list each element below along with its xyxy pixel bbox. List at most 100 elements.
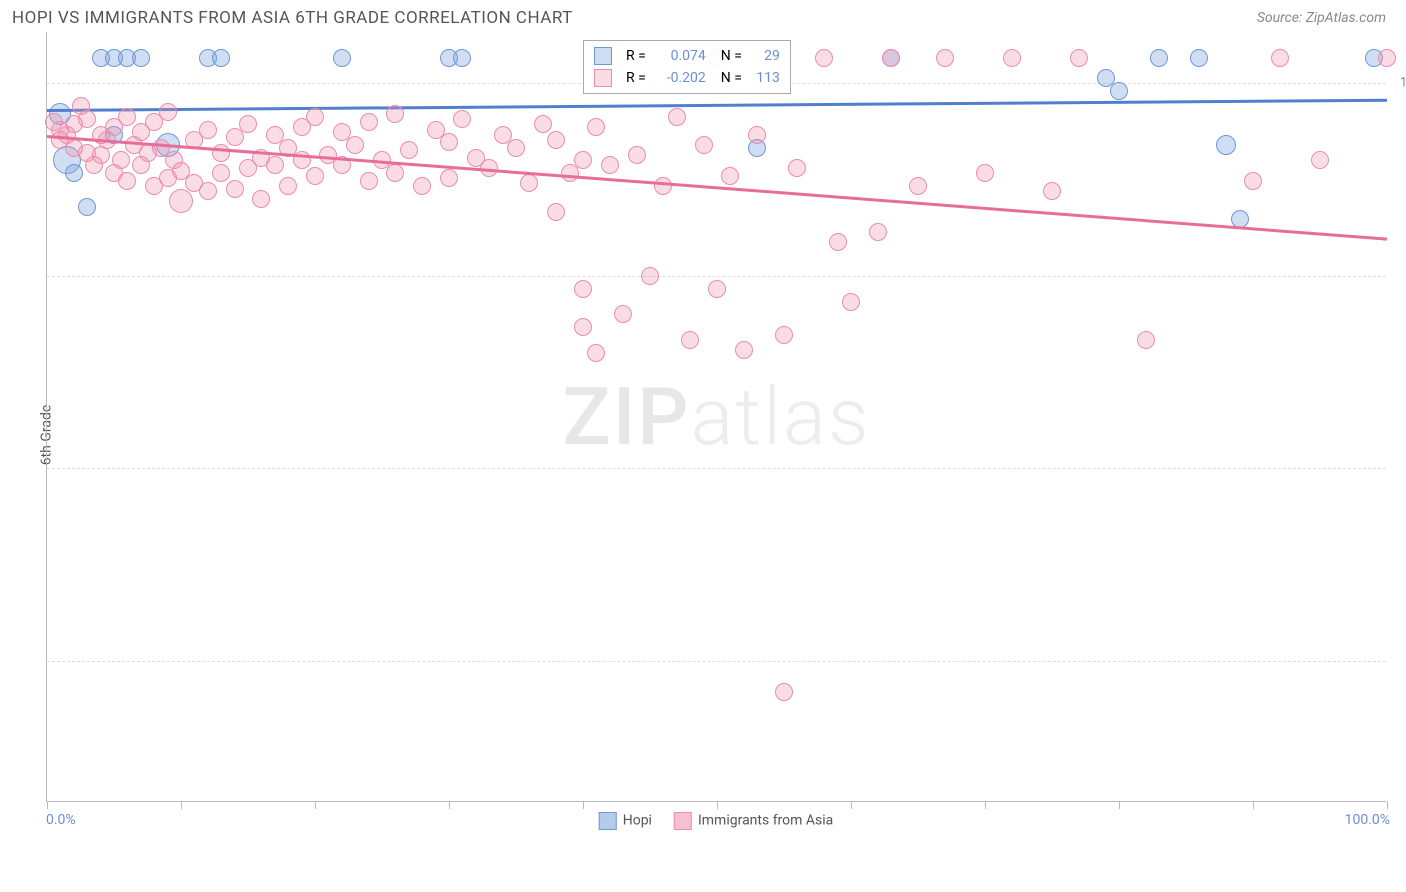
data-point: [78, 198, 96, 216]
data-point: [159, 103, 177, 121]
data-point: [252, 190, 270, 208]
data-point: [574, 151, 592, 169]
data-point: [333, 49, 351, 67]
data-point: [842, 293, 860, 311]
data-point: [587, 118, 605, 136]
x-tick-mark: [717, 801, 718, 809]
data-point: [601, 156, 619, 174]
data-point: [1070, 49, 1088, 67]
data-point: [976, 164, 994, 182]
correlation-legend: R =0.074 N =29R =-0.202 N =113: [583, 40, 791, 94]
data-point: [65, 164, 83, 182]
data-point: [1137, 331, 1155, 349]
n-value: 29: [750, 48, 780, 64]
y-tick-label: 100.0%: [1400, 76, 1406, 91]
data-point: [1216, 135, 1236, 155]
data-point: [775, 326, 793, 344]
data-point: [453, 110, 471, 128]
data-point: [507, 139, 525, 157]
data-point: [440, 133, 458, 151]
data-point: [936, 49, 954, 67]
data-point: [628, 146, 646, 164]
data-point: [654, 177, 672, 195]
r-label: R =: [626, 48, 646, 64]
data-point: [118, 108, 136, 126]
data-point: [112, 151, 130, 169]
data-point: [681, 331, 699, 349]
data-point: [212, 144, 230, 162]
data-point: [239, 115, 257, 133]
source-credit: Source: ZipAtlas.com: [1257, 10, 1386, 26]
data-point: [1378, 49, 1396, 67]
legend-item: Immigrants from Asia: [674, 812, 833, 830]
legend-swatch: [594, 47, 612, 65]
data-point: [668, 108, 686, 126]
data-point: [386, 164, 404, 182]
data-point: [869, 223, 887, 241]
legend-label: Hopi: [623, 813, 652, 829]
data-point: [534, 115, 552, 133]
data-point: [587, 344, 605, 362]
data-point: [132, 49, 150, 67]
data-point: [708, 280, 726, 298]
x-tick-mark: [851, 801, 852, 809]
gridline-h: [47, 661, 1386, 662]
gridline-h: [47, 276, 1386, 277]
data-point: [815, 49, 833, 67]
data-point: [118, 172, 136, 190]
data-point: [169, 189, 193, 213]
data-point: [212, 164, 230, 182]
legend-item: Hopi: [599, 812, 652, 830]
data-point: [226, 180, 244, 198]
data-point: [440, 169, 458, 187]
r-label: R =: [626, 70, 646, 86]
x-tick-mark: [181, 801, 182, 809]
data-point: [1311, 151, 1329, 169]
legend-swatch: [594, 69, 612, 87]
data-point: [574, 318, 592, 336]
data-point: [360, 113, 378, 131]
x-axis-min-label: 0.0%: [46, 812, 76, 828]
data-point: [695, 136, 713, 154]
data-point: [279, 177, 297, 195]
data-point: [882, 49, 900, 67]
legend-label: Immigrants from Asia: [698, 813, 833, 829]
x-tick-mark: [583, 801, 584, 809]
data-point: [453, 49, 471, 67]
legend-swatch: [599, 812, 617, 830]
data-point: [547, 131, 565, 149]
x-axis-max-label: 100.0%: [1345, 812, 1390, 828]
data-point: [829, 233, 847, 251]
series-legend: Hopi Immigrants from Asia: [599, 812, 834, 830]
data-point: [199, 121, 217, 139]
x-tick-mark: [315, 801, 316, 809]
r-value: 0.074: [654, 48, 706, 64]
watermark: ZIPatlas: [563, 370, 871, 464]
data-point: [775, 683, 793, 701]
data-point: [360, 172, 378, 190]
data-point: [306, 108, 324, 126]
data-point: [78, 110, 96, 128]
data-point: [212, 49, 230, 67]
x-tick-mark: [449, 801, 450, 809]
data-point: [306, 167, 324, 185]
x-tick-mark: [1387, 801, 1388, 809]
data-point: [574, 280, 592, 298]
data-point: [520, 174, 538, 192]
data-point: [735, 341, 753, 359]
data-point: [547, 203, 565, 221]
scatter-plot-area: ZIPatlas 77.5%85.0%92.5%100.0%R =0.074 N…: [46, 32, 1386, 802]
gridline-h: [47, 468, 1386, 469]
data-point: [748, 126, 766, 144]
n-value: 113: [750, 70, 780, 86]
data-point: [1244, 172, 1262, 190]
data-point: [266, 156, 284, 174]
x-tick-mark: [985, 801, 986, 809]
trend-line: [47, 99, 1387, 112]
n-label: N =: [714, 70, 742, 86]
data-point: [413, 177, 431, 195]
x-tick-mark: [1253, 801, 1254, 809]
x-tick-mark: [1119, 801, 1120, 809]
r-value: -0.202: [654, 70, 706, 86]
correlation-row: R =0.074 N =29: [594, 45, 780, 67]
